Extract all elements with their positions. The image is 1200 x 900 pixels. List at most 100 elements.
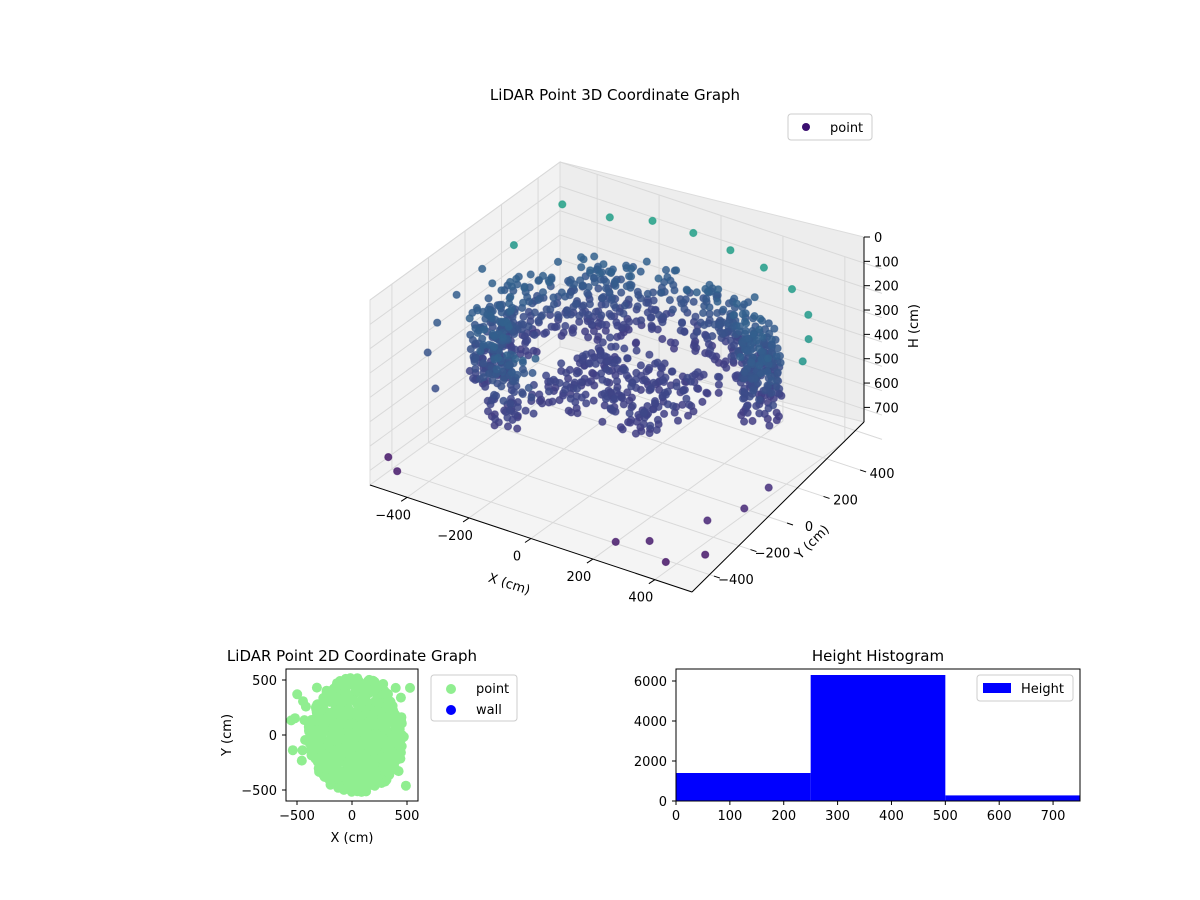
histogram-bar [810, 675, 946, 801]
data-point-3d [586, 266, 595, 275]
data-point-3d [505, 360, 514, 370]
data-point-3d [598, 338, 607, 347]
y-tick-label-histogram: 4000 [634, 715, 667, 730]
data-point-3d [466, 330, 475, 339]
data-point-3d [670, 286, 679, 295]
data-point-3d [538, 288, 548, 297]
y-tick-label-3d: −200 [755, 547, 791, 562]
data-point-3d [485, 369, 494, 378]
data-point-2d [373, 698, 384, 709]
data-point-3d [602, 365, 611, 374]
data-point-3d [483, 407, 493, 416]
data-point-3d [529, 346, 538, 355]
data-point-3d [535, 390, 544, 399]
data-point-3d [610, 359, 619, 368]
data-point-3d [466, 345, 475, 354]
data-point-3d [627, 272, 636, 281]
data-point-3d [765, 421, 774, 430]
data-point-3d [698, 397, 707, 406]
data-point-3d [521, 406, 530, 415]
data-point-3d [623, 354, 632, 363]
z-tick-label-3d: 200 [874, 280, 899, 295]
data-point-3d [623, 388, 632, 397]
data-point-3d [772, 352, 781, 361]
data-point-3d [755, 325, 764, 334]
data-point-3d [542, 371, 551, 380]
data-point-3d [572, 369, 581, 378]
data-point-2d [356, 756, 366, 767]
data-point-3d [518, 389, 527, 399]
data-point-3d [628, 401, 637, 410]
data-point-3d [646, 313, 655, 322]
data-point-3d [767, 341, 777, 350]
x-tick-label-2d: 500 [395, 809, 420, 824]
legend-2d: point wall [430, 674, 518, 722]
data-point-3d [517, 319, 526, 329]
data-point-3d [597, 320, 607, 329]
x-tick-label-2d: 0 [348, 809, 356, 824]
legend-3d-marker [802, 123, 810, 131]
data-point-3d [480, 325, 489, 334]
x-tick-label-2d: −500 [279, 809, 315, 824]
data-point-2d [298, 696, 308, 707]
data-point-2d [382, 690, 393, 700]
data-point-3d [433, 318, 442, 327]
data-point-3d [502, 351, 511, 360]
data-point-2d [335, 704, 346, 715]
data-point-3d [764, 354, 773, 363]
legend-2d-point-marker [446, 684, 456, 694]
data-point-3d [619, 400, 628, 409]
data-point-2d [325, 779, 336, 790]
data-point-3d [658, 376, 668, 385]
data-point-3d [544, 387, 554, 396]
data-point-3d [572, 384, 582, 393]
y-tick-label-3d: −400 [718, 573, 754, 588]
data-point-3d [524, 383, 533, 392]
data-point-3d [546, 305, 555, 314]
data-point-3d [524, 351, 533, 360]
data-point-3d [645, 429, 654, 438]
data-point-3d [743, 346, 752, 355]
data-point-3d [520, 369, 529, 378]
data-point-3d [471, 364, 480, 373]
data-point-3d [620, 301, 630, 310]
data-point-3d [776, 358, 785, 367]
data-point-3d [665, 296, 675, 305]
data-point-3d [736, 353, 745, 362]
data-point-3d [718, 329, 727, 338]
data-point-3d [689, 407, 698, 416]
data-point-3d [566, 394, 575, 403]
data-point-2d [299, 715, 310, 726]
data-point-3d [561, 321, 570, 331]
data-point-3d [601, 300, 610, 309]
data-point-2d [312, 699, 323, 710]
data-point-3d [528, 368, 537, 378]
data-point-3d [599, 260, 608, 269]
data-point-3d [534, 295, 543, 304]
data-point-3d [742, 319, 751, 328]
data-point-3d [693, 327, 702, 336]
data-point-3d [534, 276, 543, 285]
histogram-bars [676, 675, 1080, 801]
data-point-3d [579, 301, 588, 310]
data-point-3d [755, 361, 764, 370]
data-point-3d [605, 288, 614, 297]
data-point-3d [646, 384, 655, 393]
y-tick-label-histogram: 6000 [634, 675, 667, 690]
data-point-3d [739, 394, 748, 403]
x-tick-label-3d: 0 [513, 550, 521, 565]
data-point-3d [633, 302, 642, 311]
data-point-3d [752, 336, 761, 345]
data-point-3d [741, 326, 750, 335]
data-point-3d [677, 299, 686, 308]
data-point-3d [660, 409, 669, 418]
data-point-2d [362, 722, 372, 733]
data-point-3d [509, 241, 519, 250]
data-point-3d [607, 267, 616, 277]
data-point-3d [668, 367, 677, 376]
data-point-3d [557, 288, 566, 297]
data-point-3d [595, 269, 605, 278]
data-point-3d [478, 264, 487, 273]
data-point-3d [548, 397, 557, 406]
data-point-2d [362, 740, 373, 751]
